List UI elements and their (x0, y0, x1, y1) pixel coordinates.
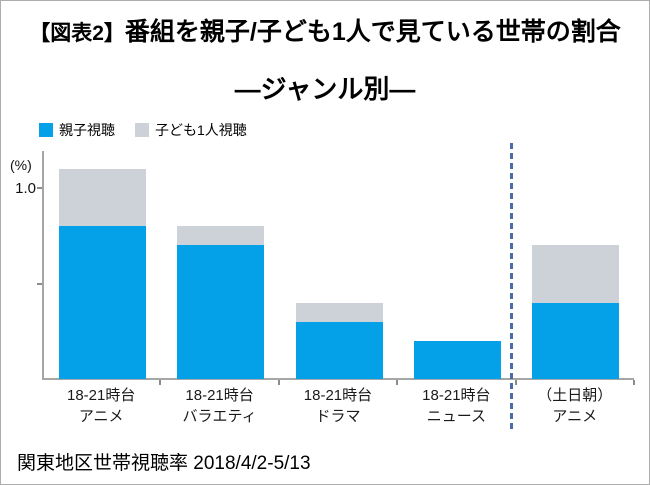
stacked-bar-0 (58, 168, 146, 379)
x-axis-labels: 18-21時台 アニメ 18-21時台 バラエティ 18-21時台 ドラマ 18… (42, 385, 634, 427)
legend-label-child-alone: 子ども1人視聴 (155, 122, 247, 138)
x-label-variety: 18-21時台 バラエティ (182, 387, 257, 425)
chart-legend: 親子視聴 子ども1人視聴 (39, 120, 247, 140)
legend-swatch-child-alone (135, 123, 149, 137)
bar-2-segment-series-0 (295, 321, 383, 379)
source-caption: 関東地区世帯視聴率 2018/4/2-5/13 (17, 453, 311, 474)
figure-title: 【図表2】番組を親子/子ども1人で見ている世帯の割合 (1, 12, 649, 48)
x-axis-tick-2 (277, 380, 280, 385)
x-axis-tick-5 (633, 380, 635, 385)
x-axis-tick-3 (396, 380, 399, 385)
stacked-bar-1 (177, 226, 265, 379)
bar-2-segment-series-1 (295, 302, 383, 322)
figure-number-label: 【図表2】 (29, 22, 125, 45)
bar-0-segment-series-0 (58, 226, 146, 379)
stacked-bar-4 (532, 245, 620, 379)
y-axis-tick-label-1.0: 1.0 (15, 180, 36, 197)
bar-4-segment-series-0 (532, 302, 620, 379)
legend-item-child-alone: 子ども1人視聴 (135, 120, 247, 140)
bar-1-segment-series-0 (177, 245, 265, 379)
x-label-drama: 18-21時台 ドラマ (303, 387, 373, 425)
x-axis-tick-1 (159, 380, 162, 385)
y-axis-tick-0.5 (37, 283, 42, 285)
legend-item-parent-child: 親子視聴 (39, 120, 115, 140)
x-axis-tick-4 (514, 380, 517, 385)
legend-label-parent-child: 親子視聴 (59, 122, 115, 138)
y-axis-unit-label: (%) (10, 157, 32, 173)
y-axis-line (42, 151, 44, 380)
figure-subtitle: ―ジャンル別― (234, 74, 416, 104)
bar-4-segment-series-1 (532, 245, 620, 303)
x-label-anime-weekend-morning: （土日朝） アニメ (537, 387, 613, 425)
bar-1-segment-series-1 (177, 226, 265, 246)
bar-0-segment-series-1 (58, 168, 146, 227)
legend-swatch-parent-child (39, 123, 53, 137)
figure-title-text: 番組を親子/子ども1人で見ている世帯の割合 (124, 18, 621, 46)
x-label-anime-evening: 18-21時台 アニメ (67, 387, 136, 425)
plot-area (37, 151, 635, 385)
x-axis-line (42, 378, 634, 380)
stacked-bar-3 (413, 340, 501, 379)
bar-3-segment-series-0 (413, 340, 501, 379)
x-label-news: 18-21時台 ニュース (422, 387, 491, 425)
stacked-bar-2 (295, 302, 383, 379)
weekend-separator-dashed-line (509, 143, 513, 429)
y-axis-tick-1.0 (37, 187, 42, 189)
